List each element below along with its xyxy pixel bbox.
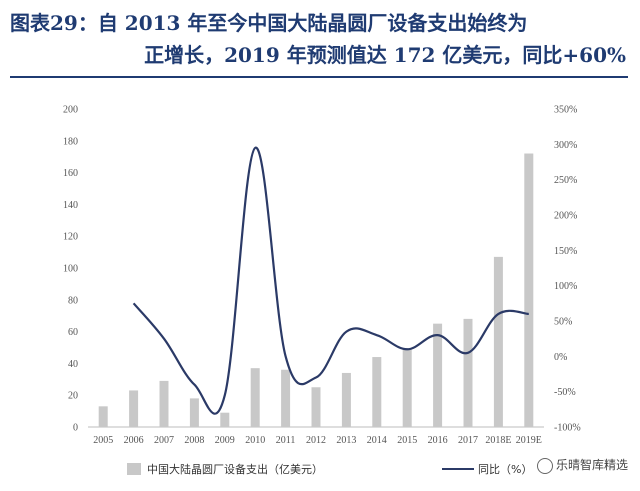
right-tick-label: 100% <box>554 281 577 292</box>
x-tick-label: 2006 <box>124 435 144 446</box>
bar <box>524 153 534 427</box>
x-axis: 2005 2006 2007 2008 2009 2010 2011 2012 2013 2014… <box>88 426 544 446</box>
bar <box>341 372 351 427</box>
x-tick-label: 2016 <box>428 435 448 446</box>
right-tick-label: -100% <box>554 423 581 434</box>
left-tick-label: 180 <box>63 136 78 147</box>
x-tick-label: 2019E <box>516 435 542 446</box>
left-tick-label: 80 <box>68 295 78 306</box>
left-tick-label: 100 <box>63 264 78 275</box>
title-line-2: 正增长，2019 年预测值达 172 亿美元，同比+60% <box>144 43 626 67</box>
right-tick-label: 300% <box>554 140 577 151</box>
legend: 中国大陆晶圆厂设备支出（亿美元） 同比（%） <box>127 462 532 476</box>
left-tick-label: 20 <box>68 391 78 402</box>
watermark: 乐晴智库精选 <box>536 456 628 474</box>
left-tick-label: 160 <box>63 168 78 179</box>
left-tick-label: 60 <box>68 327 78 338</box>
left-tick-label: 40 <box>68 359 78 370</box>
x-tick-label: 2017 <box>458 435 478 446</box>
right-tick-label: 250% <box>554 175 577 186</box>
left-tick-label: 120 <box>63 232 78 243</box>
watermark-text: 乐晴智库精选 <box>555 458 628 472</box>
x-tick-label: 2015 <box>397 435 417 446</box>
bar <box>281 369 291 427</box>
right-tick-label: 150% <box>554 246 577 257</box>
title-line-1: 图表29：自 2013 年至今中国大陆晶圆厂设备支出始终为 <box>10 11 528 35</box>
right-tick-label: 350% <box>554 105 577 116</box>
x-tick-label: 2005 <box>93 435 113 446</box>
title-divider <box>10 76 628 78</box>
bar <box>98 406 108 427</box>
legend-bar-label: 中国大陆晶圆厂设备支出（亿美元） <box>147 462 323 476</box>
right-axis: -100% -50% 0% 50% 100% 150% 200% 250% 300% 350% <box>554 105 581 434</box>
bar-series <box>98 153 534 427</box>
yoy-line <box>132 146 529 415</box>
bar <box>372 357 382 427</box>
legend-line-label: 同比（%） <box>478 463 532 476</box>
x-tick-label: 2018E <box>485 435 511 446</box>
x-tick-label: 2009 <box>215 435 235 446</box>
bar <box>189 398 199 427</box>
right-tick-label: 0% <box>554 352 567 363</box>
bar <box>220 412 230 427</box>
bar <box>250 368 260 427</box>
left-tick-label: 140 <box>63 200 78 211</box>
bar <box>402 349 412 427</box>
x-tick-label: 2012 <box>306 435 326 446</box>
legend-bar-swatch <box>127 463 141 475</box>
x-tick-label: 2011 <box>276 435 296 446</box>
line-series <box>132 146 529 415</box>
x-tick-label: 2010 <box>245 435 265 446</box>
left-axis: 0 20 40 60 80 100 120 140 160 180 200 <box>63 105 78 434</box>
left-tick-label: 0 <box>73 423 78 434</box>
bar <box>463 318 473 427</box>
x-tick-label: 2013 <box>336 435 356 446</box>
x-tick-label: 2014 <box>367 435 387 446</box>
right-tick-label: 200% <box>554 211 577 222</box>
bar <box>433 323 443 427</box>
x-tick-label: 2007 <box>154 435 174 446</box>
right-tick-label: 50% <box>554 317 572 328</box>
bar <box>493 256 503 427</box>
bar <box>311 387 321 427</box>
x-tick-label: 2008 <box>184 435 204 446</box>
left-tick-label: 200 <box>63 105 78 116</box>
bar <box>159 380 169 427</box>
wechat-icon <box>536 457 553 474</box>
bar <box>129 390 139 427</box>
right-tick-label: -50% <box>554 387 576 398</box>
